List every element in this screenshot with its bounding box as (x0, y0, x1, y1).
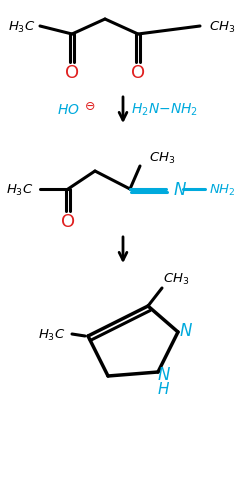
Text: $CH_3$: $CH_3$ (149, 150, 175, 165)
Text: $H$: $H$ (158, 380, 170, 396)
Text: $CH_3$: $CH_3$ (163, 271, 189, 286)
Text: $H_3C$: $H_3C$ (6, 182, 34, 197)
Text: $NH_2$: $NH_2$ (209, 182, 235, 197)
Text: O: O (65, 64, 79, 82)
Text: $H_2N{-}NH_2$: $H_2N{-}NH_2$ (131, 102, 199, 118)
Text: $N$: $N$ (179, 321, 193, 339)
Text: O: O (131, 64, 145, 82)
Text: $\ominus$: $\ominus$ (84, 100, 96, 113)
Text: $CH_3$: $CH_3$ (209, 19, 235, 34)
Text: O: O (61, 212, 75, 230)
Text: $H_3C$: $H_3C$ (8, 19, 36, 34)
Text: $HO$: $HO$ (57, 103, 79, 117)
Text: $H_3C$: $H_3C$ (38, 327, 66, 342)
Text: $N$: $N$ (173, 181, 187, 198)
Text: $N$: $N$ (157, 365, 171, 383)
